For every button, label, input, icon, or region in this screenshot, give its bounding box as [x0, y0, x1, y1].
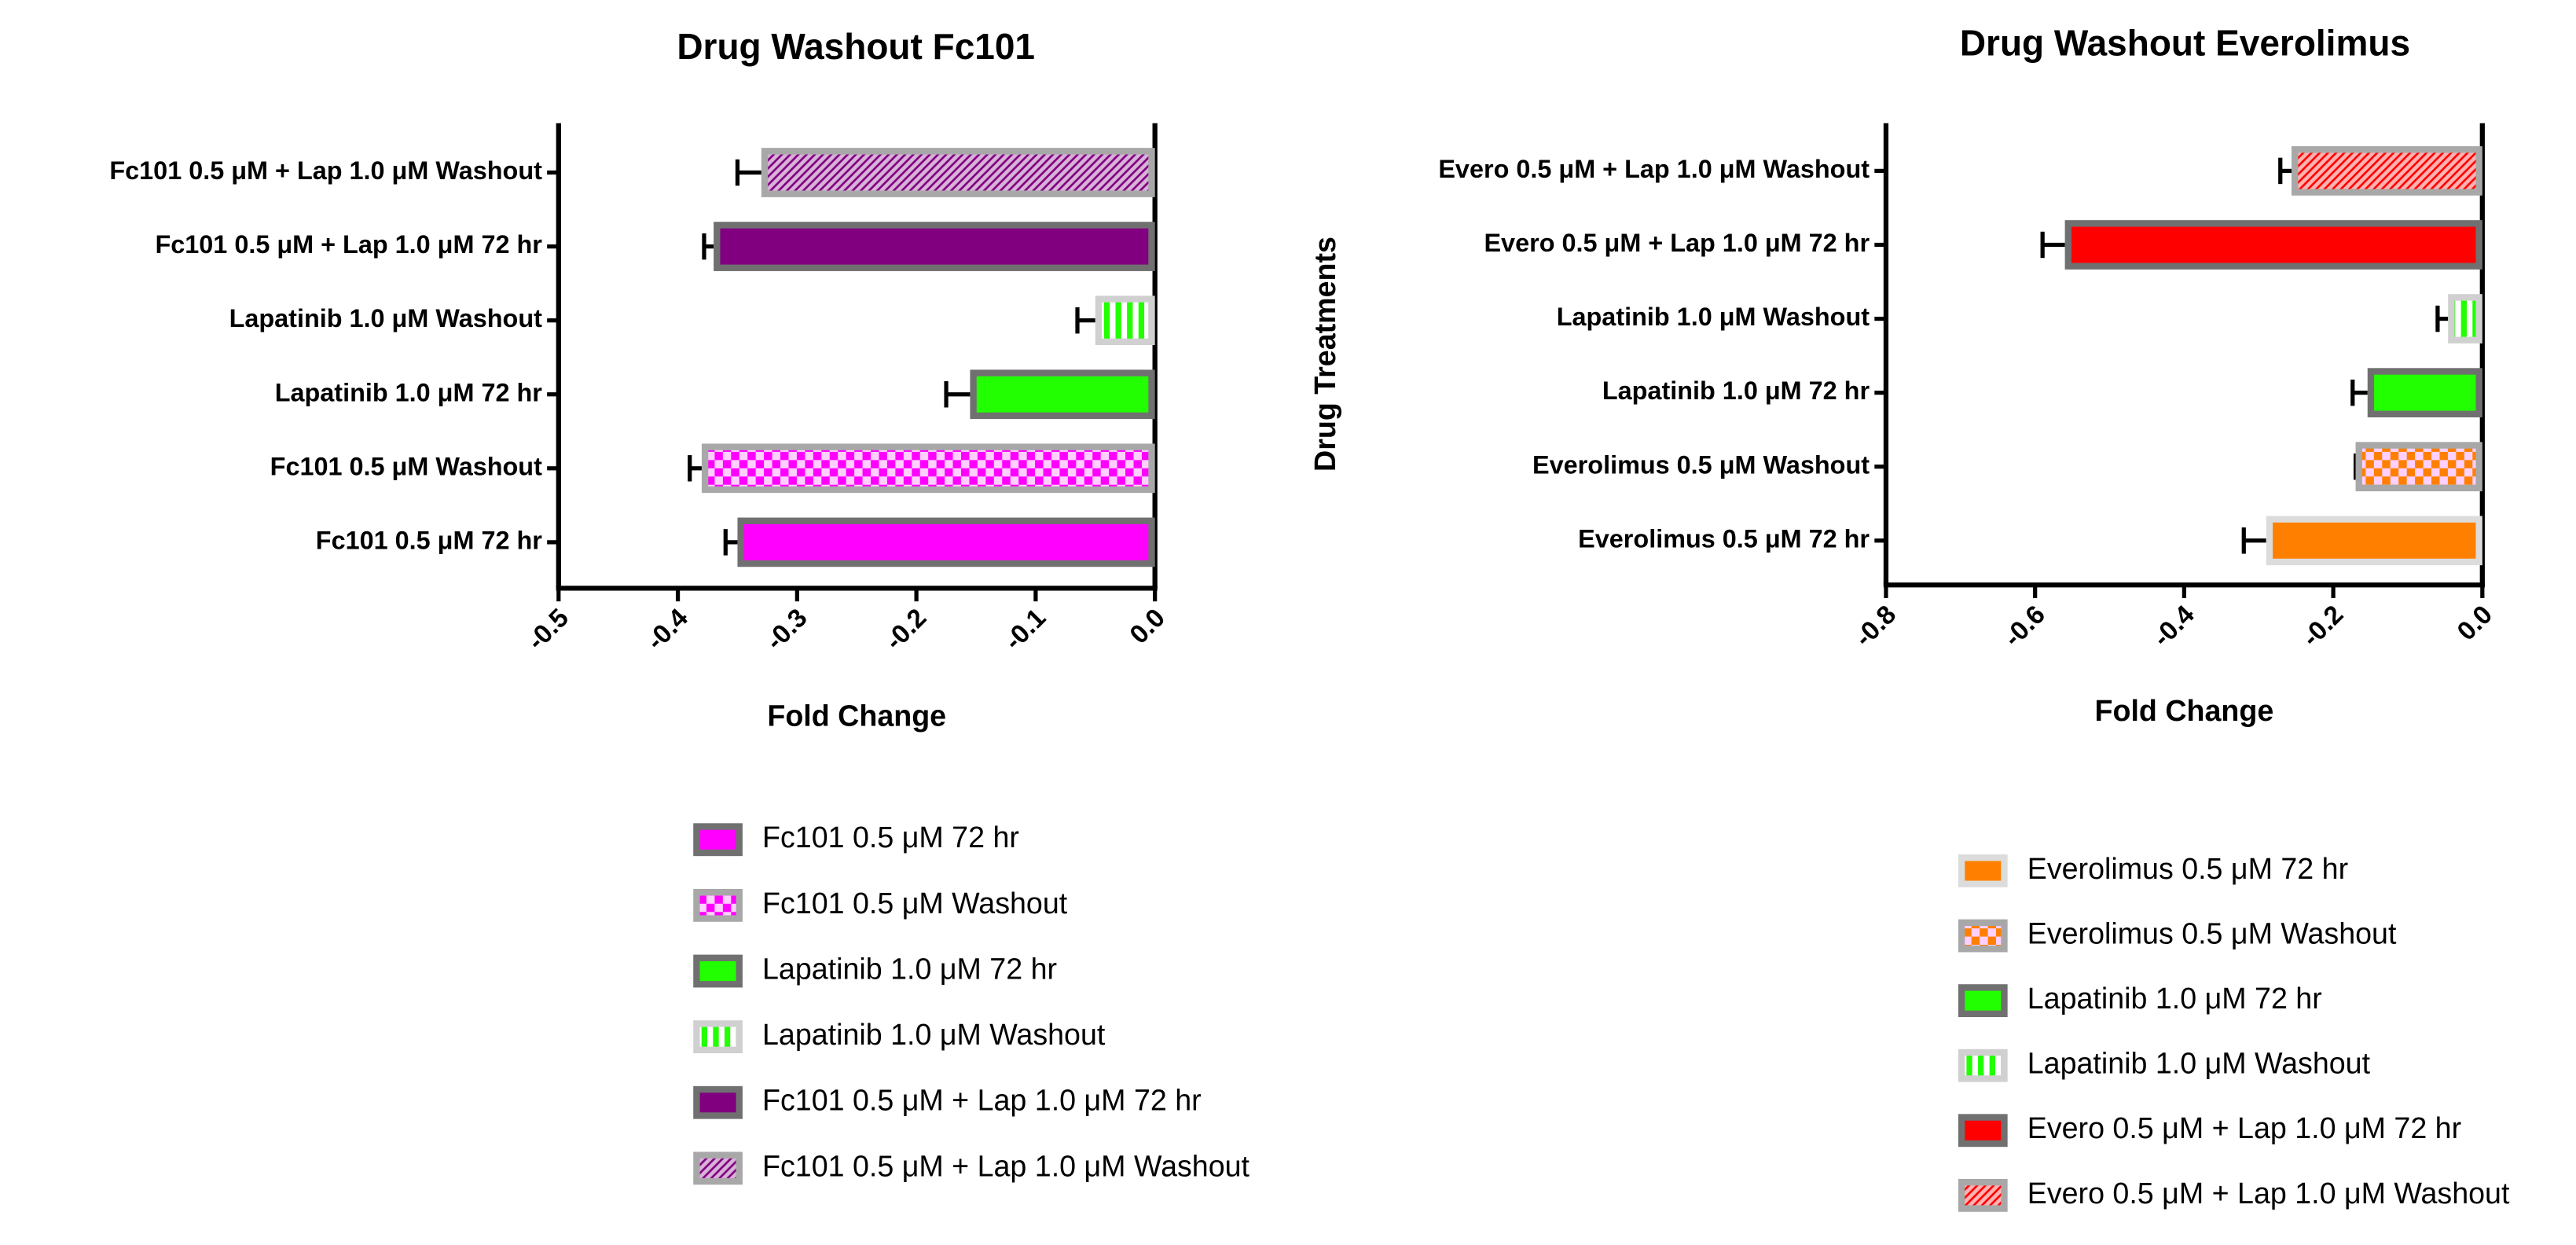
legend-swatch [1958, 1178, 2008, 1212]
legend-swatch [1958, 984, 2008, 1018]
y-tick-label: Fc101 0.5 μM Washout [270, 452, 542, 480]
bar [970, 369, 1155, 420]
x-tick-label: -0.5 [522, 604, 574, 656]
x-tick-label: -0.1 [999, 604, 1051, 656]
legend-swatch [693, 1151, 743, 1185]
y-tick-label: Fc101 0.5 μM + Lap 1.0 μM 72 hr [155, 230, 542, 259]
y-tick-label: Lapatinib 1.0 μM 72 hr [1602, 376, 1870, 405]
legend-label: Everolimus 0.5 μM 72 hr [2027, 852, 2348, 885]
y-tick-label: Evero 0.5 μM + Lap 1.0 μM Washout [1438, 155, 1870, 183]
y-tick-label: Everolimus 0.5 μM 72 hr [1578, 524, 1870, 553]
chart-title: Drug Washout Everolimus [1960, 23, 2410, 64]
x-tick-label: 0.0 [1125, 604, 1171, 650]
x-tick-label: -0.2 [2296, 600, 2349, 652]
legend-swatch [693, 888, 743, 922]
legend-label: Fc101 0.5 μM + Lap 1.0 μM Washout [762, 1149, 1250, 1182]
legend-label: Evero 0.5 μM + Lap 1.0 μM 72 hr [2027, 1111, 2461, 1144]
x-axis-label: Fold Change [767, 700, 946, 733]
legend-label: Fc101 0.5 μM Washout [762, 887, 1068, 920]
bar [2291, 146, 2482, 196]
x-tick-label: 0.0 [2452, 600, 2498, 646]
y-tick-label: Fc101 0.5 μM + Lap 1.0 μM Washout [109, 156, 542, 185]
bar [761, 148, 1155, 197]
legend-label: Fc101 0.5 μM 72 hr [762, 821, 1019, 854]
bar [701, 443, 1155, 494]
x-axis-label: Fold Change [2095, 694, 2274, 727]
y-tick-label: Lapatinib 1.0 μM Washout [1557, 303, 1870, 331]
legend-label: Lapatinib 1.0 μM Washout [762, 1018, 1106, 1051]
x-tick-label: -0.2 [879, 604, 932, 656]
x-tick-label: -0.4 [641, 603, 694, 656]
y-tick-label: Fc101 0.5 μM 72 hr [316, 526, 542, 554]
x-tick-label: -0.3 [761, 604, 813, 656]
legend-swatch [693, 1085, 743, 1119]
legend-label: Evero 0.5 μM + Lap 1.0 μM Washout [2027, 1177, 2510, 1210]
y-tick-label: Evero 0.5 μM + Lap 1.0 μM 72 hr [1484, 229, 1870, 257]
y-axis-label: Drug Treatments [1308, 237, 1341, 472]
legend-swatch [1958, 919, 2008, 953]
legend-label: Lapatinib 1.0 μM 72 hr [762, 952, 1057, 985]
legend-swatch [693, 823, 743, 857]
y-tick-label: Lapatinib 1.0 μM 72 hr [275, 378, 543, 406]
legend-swatch [1958, 1049, 2008, 1082]
bar [1095, 296, 1155, 346]
bar [2064, 220, 2482, 270]
bar [737, 517, 1155, 567]
legend-swatch [693, 1020, 743, 1054]
bar [2355, 442, 2482, 492]
legend-swatch [1958, 1114, 2008, 1148]
bar [2367, 368, 2482, 417]
x-tick-label: -0.8 [1849, 600, 1902, 652]
legend-label: Fc101 0.5 μM + Lap 1.0 μM 72 hr [762, 1084, 1202, 1117]
x-tick-label: -0.6 [1998, 600, 2051, 652]
chart-title: Drug Washout Fc101 [677, 26, 1035, 67]
y-tick-label: Everolimus 0.5 μM Washout [1532, 450, 1870, 479]
legend-swatch [693, 954, 743, 988]
bar [2266, 516, 2482, 566]
x-tick-label: -0.4 [2148, 600, 2200, 652]
legend-label: Lapatinib 1.0 μM Washout [2027, 1047, 2371, 1080]
bar [714, 222, 1155, 271]
y-tick-label: Lapatinib 1.0 μM Washout [229, 304, 543, 332]
legend-swatch [1958, 854, 2008, 887]
bar [2448, 294, 2482, 343]
legend-label: Lapatinib 1.0 μM 72 hr [2027, 982, 2322, 1015]
legend-label: Everolimus 0.5 μM Washout [2027, 916, 2397, 949]
